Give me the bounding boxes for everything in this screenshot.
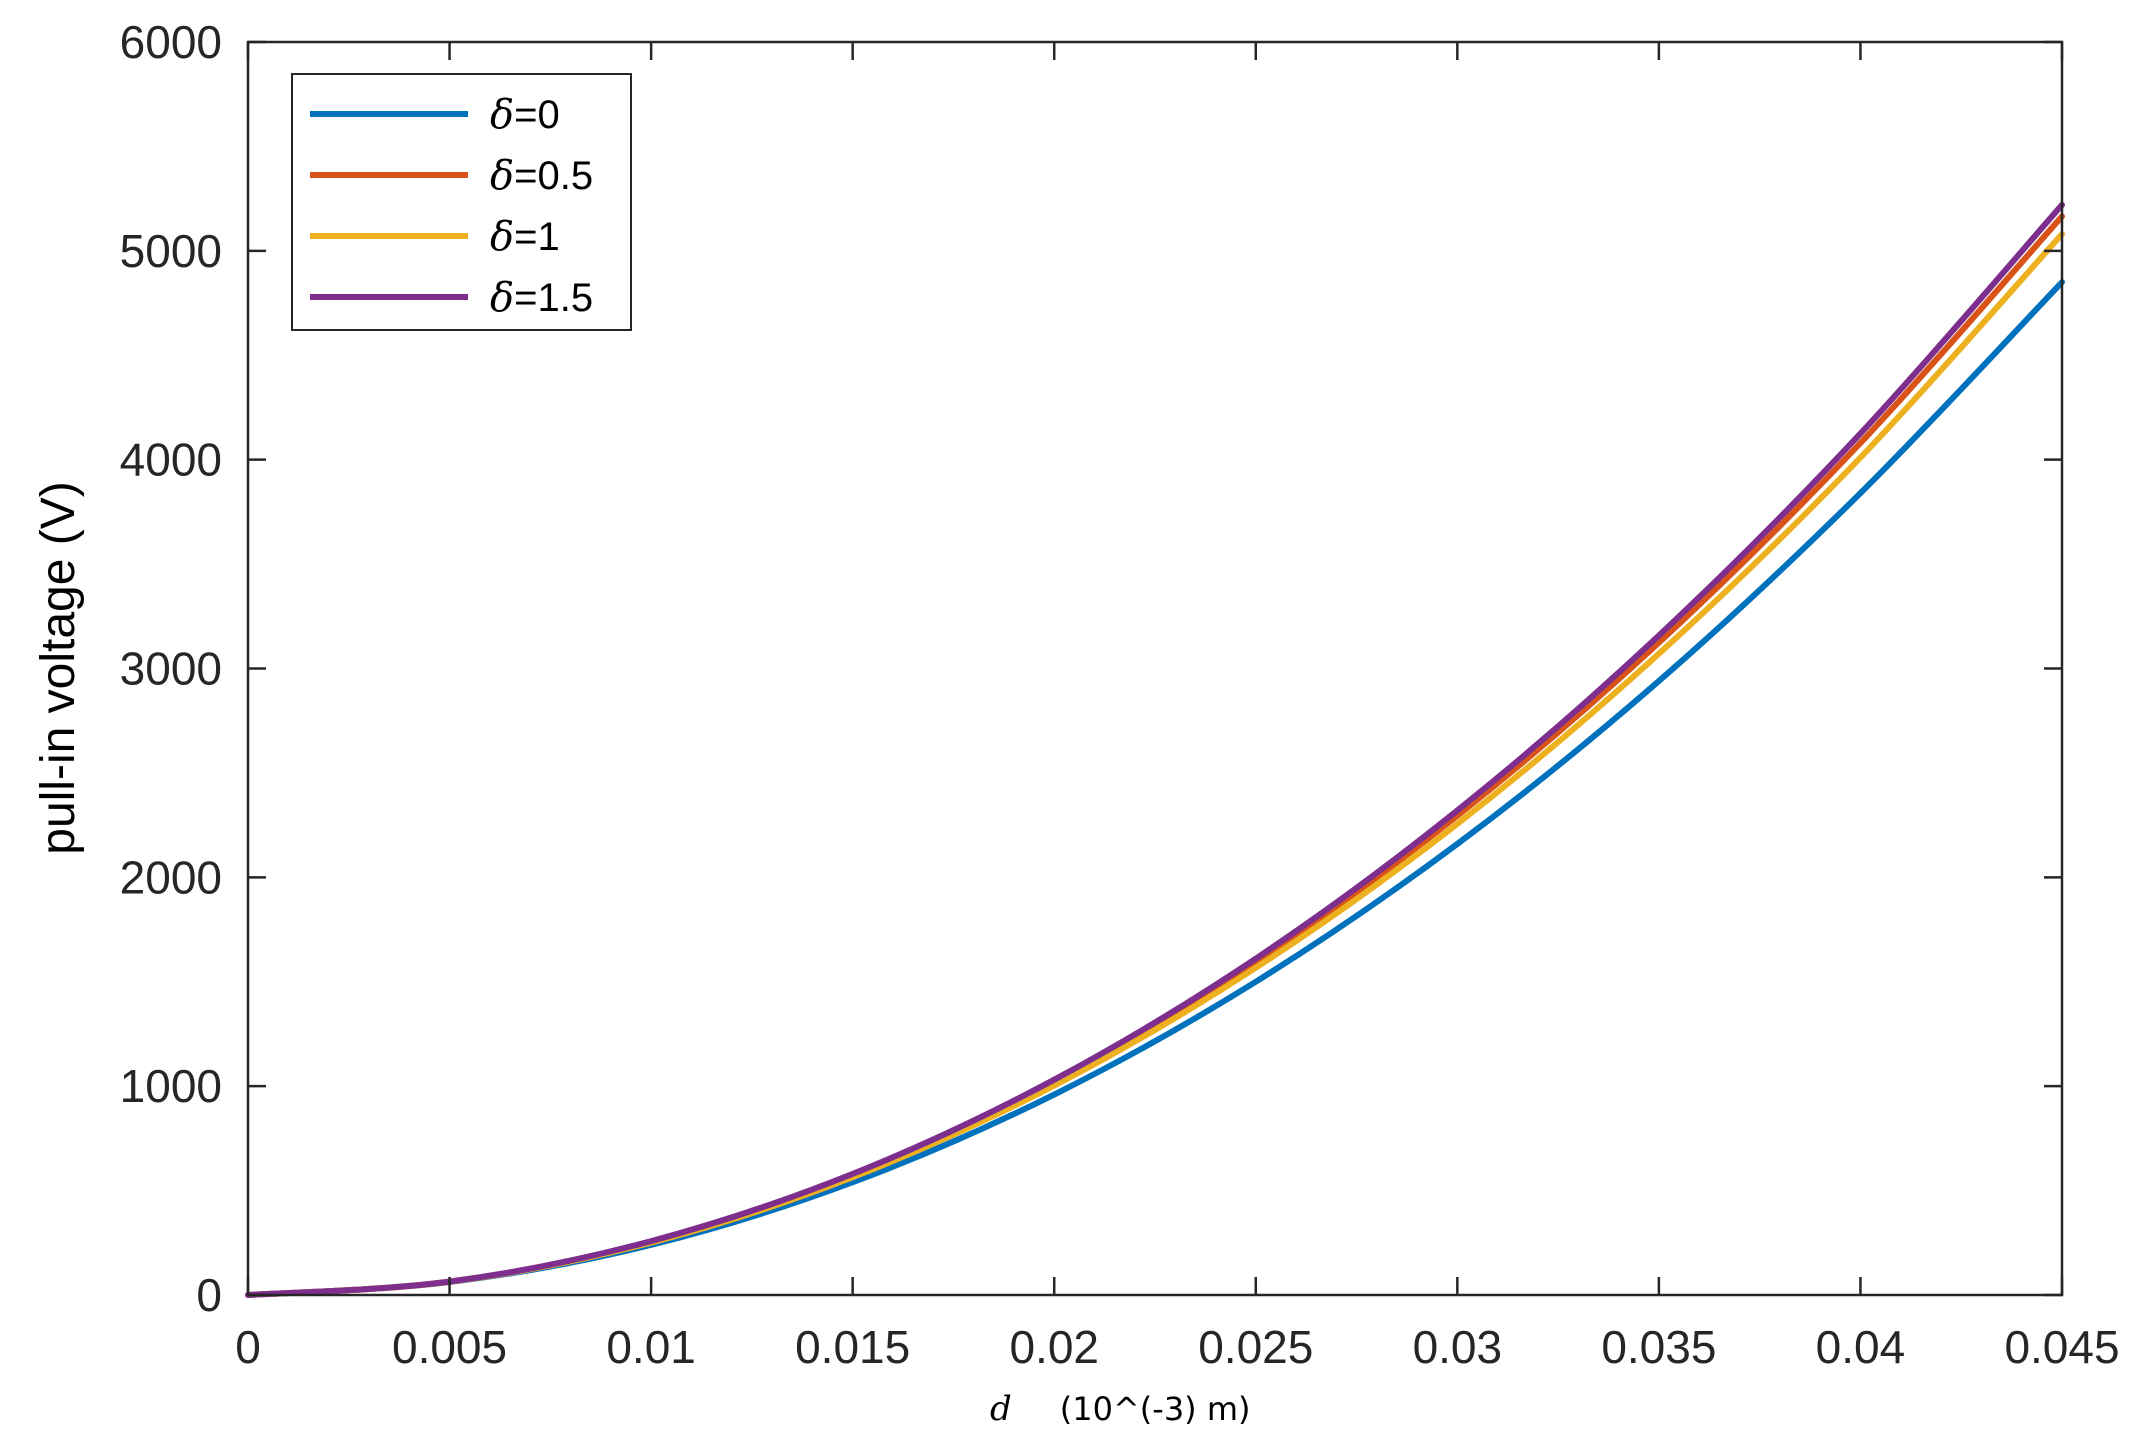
y-axis-label: pull-in voltage (V) bbox=[32, 481, 85, 855]
y-tick-label: 4000 bbox=[120, 434, 222, 486]
x-tick-label: 0.02 bbox=[1009, 1321, 1099, 1373]
y-tick-label: 2000 bbox=[120, 851, 222, 903]
x-tick-label: 0.005 bbox=[392, 1321, 507, 1373]
x-axis-label: d (10^(-3) m) bbox=[990, 1389, 1250, 1429]
x-tick-label: 0 bbox=[235, 1321, 261, 1373]
tick-group: 0 0.005 0.01 0.015 0.02 0.025 0.03 0.035 0.04 0.0… bbox=[120, 16, 2120, 1373]
series-group bbox=[245, 201, 2065, 1298]
legend-symbol: δ bbox=[490, 275, 514, 321]
legend-value: =0 bbox=[514, 93, 560, 137]
legend: δ=0δ=0.5δ=1δ=1.5 bbox=[291, 73, 632, 331]
x-tick-label: 0.035 bbox=[1601, 1321, 1716, 1373]
legend-label: δ=0.5 bbox=[490, 153, 593, 199]
legend-symbol: δ bbox=[490, 214, 514, 260]
series-line bbox=[245, 201, 2065, 1298]
x-tick-label: 0.015 bbox=[795, 1321, 910, 1373]
legend-value: =1.5 bbox=[514, 276, 593, 320]
y-tick-label: 1000 bbox=[120, 1060, 222, 1112]
x-axis-symbol: d bbox=[990, 1389, 1012, 1429]
x-tick-label: 0.025 bbox=[1198, 1321, 1313, 1373]
legend-symbol: δ bbox=[490, 153, 514, 199]
x-axis-unit: (10^(-3) m) bbox=[1060, 1390, 1251, 1428]
legend-value: =0.5 bbox=[514, 154, 593, 198]
y-tick-label: 3000 bbox=[120, 643, 222, 695]
legend-value: =1 bbox=[514, 215, 560, 259]
legend-label: δ=1.5 bbox=[490, 275, 593, 321]
legend-label: δ=0 bbox=[490, 92, 560, 138]
y-tick-label: 6000 bbox=[120, 16, 222, 68]
legend-label: δ=1 bbox=[490, 214, 560, 260]
x-tick-label: 0.045 bbox=[2004, 1321, 2119, 1373]
x-tick-label: 0.03 bbox=[1413, 1321, 1503, 1373]
y-tick-label: 5000 bbox=[120, 225, 222, 277]
y-tick-label: 0 bbox=[196, 1269, 222, 1321]
x-tick-label: 0.04 bbox=[1816, 1321, 1906, 1373]
x-tick-label: 0.01 bbox=[606, 1321, 696, 1373]
legend-symbol: δ bbox=[490, 92, 514, 138]
